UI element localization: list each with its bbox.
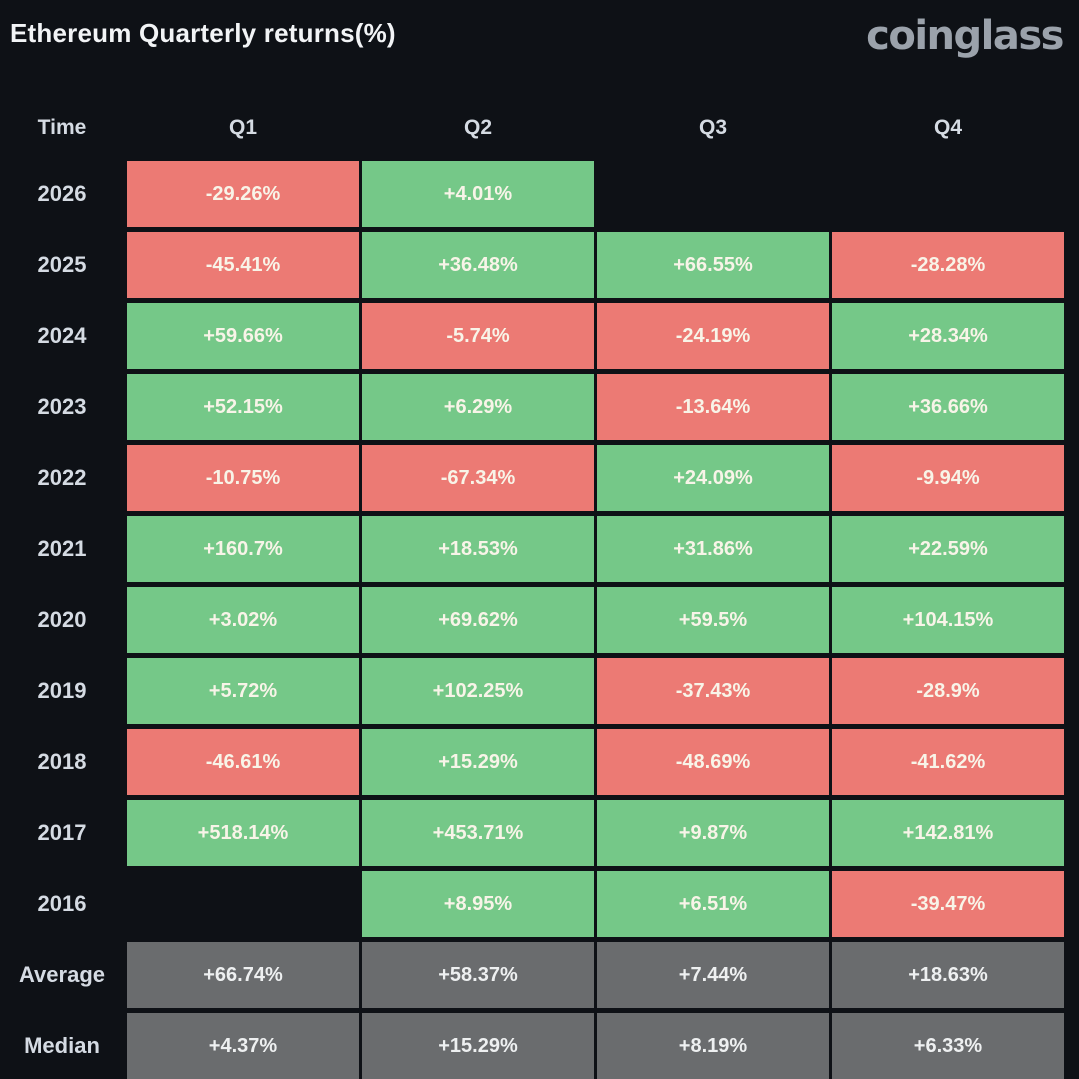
return-cell-summary: +18.63%	[832, 942, 1064, 1008]
row-label-2022: 2022	[37, 465, 87, 490]
return-cell-negative: -41.62%	[832, 729, 1064, 795]
return-cell-positive: +518.14%	[127, 800, 359, 866]
row-label-2016: 2016	[37, 891, 87, 916]
return-cell-negative: -48.69%	[597, 729, 829, 795]
row-label-2026: 2026	[37, 181, 87, 206]
return-cell-positive: +31.86%	[597, 516, 829, 582]
coinglass-logo: coinglass	[866, 13, 1064, 59]
return-cell-positive: +36.66%	[832, 374, 1064, 440]
return-cell-positive: +36.48%	[362, 232, 594, 298]
return-cell-negative: -46.61%	[127, 729, 359, 795]
return-cell-positive: +160.7%	[127, 516, 359, 582]
return-cell-negative: -37.43%	[597, 658, 829, 724]
row-label-2017: 2017	[37, 820, 87, 845]
return-cell-negative: -5.74%	[362, 303, 594, 369]
return-cell-positive: +3.02%	[127, 587, 359, 653]
column-header-time: Time	[37, 116, 87, 139]
row-label-2020: 2020	[37, 607, 87, 632]
row-label-2024: 2024	[37, 323, 87, 348]
return-cell-positive: +9.87%	[597, 800, 829, 866]
return-cell-positive: +5.72%	[127, 658, 359, 724]
return-cell-summary: +7.44%	[597, 942, 829, 1008]
return-cell-negative: -10.75%	[127, 445, 359, 511]
return-cell-positive: +6.29%	[362, 374, 594, 440]
return-cell-positive: +66.55%	[597, 232, 829, 298]
column-header-q1: Q1	[228, 116, 257, 139]
return-cell-negative: -39.47%	[832, 871, 1064, 937]
page-title: Ethereum Quarterly returns(%)	[10, 18, 396, 48]
row-label-2023: 2023	[37, 394, 87, 419]
return-cell-summary: +4.37%	[127, 1013, 359, 1079]
return-cell-positive: +59.66%	[127, 303, 359, 369]
return-cell-positive: +22.59%	[832, 516, 1064, 582]
return-cell-summary: +66.74%	[127, 942, 359, 1008]
return-cell-positive: +24.09%	[597, 445, 829, 511]
return-cell-positive: +28.34%	[832, 303, 1064, 369]
return-cell-positive: +18.53%	[362, 516, 594, 582]
quarterly-returns-table: Time Q1 Q2 Q3 Q4 2026 -29.26% +4.01% 2025 -45.41%…	[0, 100, 1064, 1079]
return-cell-negative: -28.28%	[832, 232, 1064, 298]
column-header-q4: Q4	[933, 116, 962, 139]
return-cell-positive: +104.15%	[832, 587, 1064, 653]
row-label-2019: 2019	[37, 678, 87, 703]
return-cell-positive: +453.71%	[362, 800, 594, 866]
return-cell-positive: +15.29%	[362, 729, 594, 795]
return-cell-negative: -29.26%	[127, 161, 359, 227]
return-cell-positive: +69.62%	[362, 587, 594, 653]
return-cell-negative: -45.41%	[127, 232, 359, 298]
return-cell-positive: +59.5%	[597, 587, 829, 653]
column-header-q2: Q2	[463, 116, 492, 139]
return-cell-summary: +58.37%	[362, 942, 594, 1008]
return-cell-positive: +142.81%	[832, 800, 1064, 866]
row-label-median: Median	[24, 1033, 100, 1058]
return-cell-positive: +8.95%	[362, 871, 594, 937]
return-cell-summary: +15.29%	[362, 1013, 594, 1079]
return-cell-empty	[597, 161, 829, 227]
return-cell-positive: +4.01%	[362, 161, 594, 227]
return-cell-negative: -24.19%	[597, 303, 829, 369]
return-cell-summary: +8.19%	[597, 1013, 829, 1079]
return-cell-negative: -67.34%	[362, 445, 594, 511]
return-cell-summary: +6.33%	[832, 1013, 1064, 1079]
column-header-q3: Q3	[698, 116, 727, 139]
row-label-2025: 2025	[37, 252, 87, 277]
return-cell-negative: -28.9%	[832, 658, 1064, 724]
return-cell-negative: -9.94%	[832, 445, 1064, 511]
row-label-average: Average	[18, 962, 105, 987]
row-label-2021: 2021	[37, 536, 87, 561]
return-cell-positive: +6.51%	[597, 871, 829, 937]
return-cell-positive: +102.25%	[362, 658, 594, 724]
return-cell-negative: -13.64%	[597, 374, 829, 440]
return-cell-positive: +52.15%	[127, 374, 359, 440]
return-cell-empty	[832, 161, 1064, 227]
row-label-2018: 2018	[37, 749, 87, 774]
top-bar: Ethereum Quarterly returns(%) coinglass	[0, 0, 1079, 56]
return-cell-empty	[127, 871, 359, 937]
